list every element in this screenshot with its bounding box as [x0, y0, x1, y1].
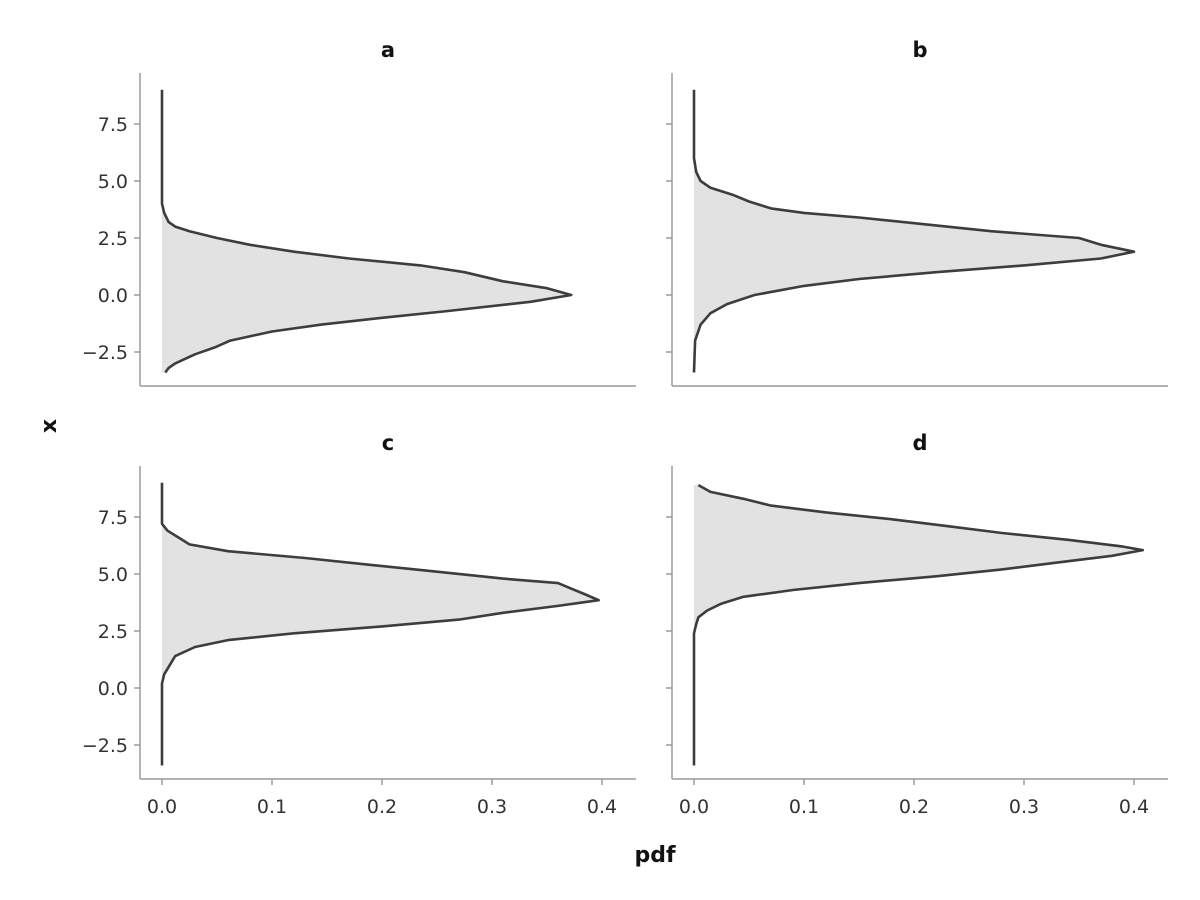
density-area: [694, 89, 1134, 373]
panel-c: c −2.5 0.0 2.5 5.0 7.5 0.0 0.1 0.2 0.3 0.4: [82, 431, 636, 818]
y-tick-label: 0.0: [98, 678, 128, 700]
panel-b: b: [666, 38, 1168, 387]
y-tick-label: 7.5: [98, 114, 128, 136]
x-tick-label: 0.3: [1009, 796, 1039, 818]
panel-title: d: [912, 431, 927, 455]
x-tick-label: 0.1: [789, 796, 819, 818]
panel-title: a: [381, 38, 395, 62]
x-tick-label: 0.4: [1119, 796, 1149, 818]
panel-d: d 0.0 0.1 0.2 0.3 0.4: [666, 431, 1168, 818]
x-tick-label: 0.1: [257, 796, 287, 818]
density-area: [162, 482, 599, 766]
y-tick-label: 2.5: [98, 228, 128, 250]
x-tick-label: 0.2: [367, 796, 397, 818]
x-tick-label: 0.4: [587, 796, 617, 818]
x-tick-label: 0.2: [899, 796, 929, 818]
y-axis-title: x: [37, 419, 62, 433]
y-tick-label: 5.0: [98, 171, 128, 193]
density-line: [160, 89, 573, 374]
density-line: [692, 483, 1145, 766]
y-tick-label: −2.5: [82, 342, 128, 364]
x-tick-label: 0.0: [679, 796, 709, 818]
x-tick-label: 0.0: [147, 796, 177, 818]
panel-title: c: [382, 431, 394, 455]
x-tick-label: 0.3: [477, 796, 507, 818]
x-axis-title: pdf: [634, 843, 675, 868]
y-tick-label: 7.5: [98, 507, 128, 529]
density-line: [692, 89, 1136, 373]
density-area: [162, 89, 572, 373]
density-area: [694, 485, 1143, 766]
density-line: [160, 482, 600, 766]
panel-title: b: [912, 38, 927, 62]
y-tick-label: 5.0: [98, 564, 128, 586]
panel-a: a −2.5 0.0 2.5 5.0 7.5: [82, 38, 636, 387]
y-tick-label: 0.0: [98, 285, 128, 307]
y-tick-label: 2.5: [98, 621, 128, 643]
y-tick-label: −2.5: [82, 735, 128, 757]
